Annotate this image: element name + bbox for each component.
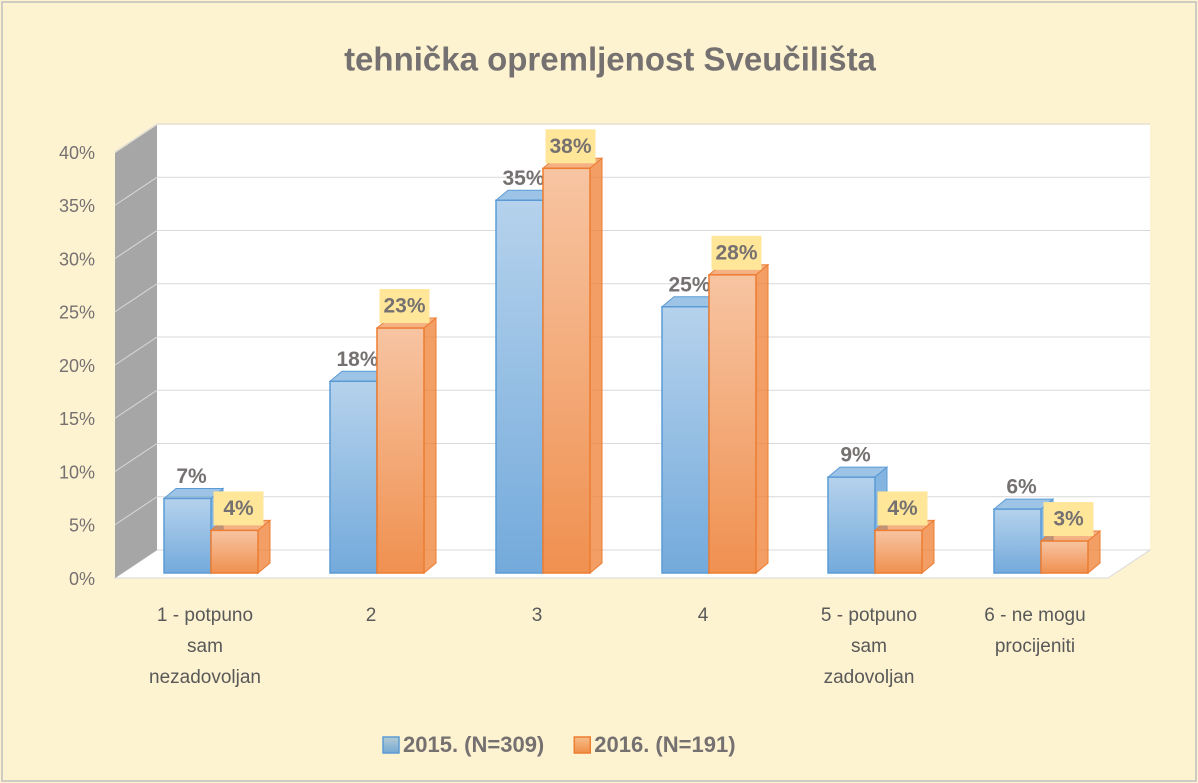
y-tick-label: 20% bbox=[59, 356, 95, 376]
legend-label: 2015. (N=309) bbox=[403, 732, 544, 757]
bar bbox=[163, 497, 212, 574]
side-grid-line bbox=[114, 176, 158, 206]
side-grid-line bbox=[114, 123, 158, 153]
side-grid-line bbox=[114, 230, 158, 259]
bar-side bbox=[423, 316, 437, 575]
x-tick-label: 4 bbox=[697, 605, 709, 626]
side-grid-line bbox=[114, 336, 158, 366]
value-label-box bbox=[379, 289, 430, 324]
side-grid-line bbox=[114, 443, 158, 472]
y-tick-label: 35% bbox=[59, 196, 95, 216]
value-label: 35% bbox=[502, 167, 544, 190]
bar bbox=[329, 380, 378, 574]
bar-top bbox=[992, 498, 1055, 510]
bar bbox=[376, 327, 425, 574]
value-label: 6% bbox=[1006, 476, 1037, 499]
y-tick-label: 25% bbox=[59, 303, 95, 323]
value-label-box bbox=[711, 235, 762, 270]
y-tick-label: 30% bbox=[59, 249, 95, 269]
value-label: 28% bbox=[715, 241, 757, 264]
bar-top bbox=[826, 466, 889, 478]
value-label: 9% bbox=[840, 444, 871, 467]
bar bbox=[495, 199, 544, 574]
side-grid-line bbox=[114, 389, 158, 419]
value-label: 7% bbox=[176, 465, 207, 488]
value-label-box bbox=[545, 129, 596, 164]
chart-title: tehnička opremljenost Sveučilišta bbox=[344, 41, 876, 78]
y-tick-label: 0% bbox=[69, 569, 95, 589]
bar bbox=[708, 274, 757, 574]
value-label: 18% bbox=[336, 348, 378, 371]
value-label: 25% bbox=[668, 273, 710, 296]
x-tick-label: 2 bbox=[365, 605, 377, 626]
bar bbox=[542, 167, 591, 574]
x-tick-label: 5 - potpuno sam zadovoljan bbox=[820, 605, 918, 688]
x-tick-label: 1 - potpuno sam nezadovoljan bbox=[149, 605, 261, 688]
x-tick-label: 6 - ne mogu procijeniti bbox=[984, 605, 1086, 657]
y-tick-label: 10% bbox=[59, 462, 95, 482]
y-tick-label: 15% bbox=[59, 409, 95, 429]
bar bbox=[874, 529, 923, 574]
bar bbox=[661, 306, 710, 574]
bar-side bbox=[589, 157, 603, 575]
value-label: 4% bbox=[887, 497, 918, 520]
legend-swatch bbox=[382, 736, 400, 754]
value-label-box bbox=[1043, 502, 1094, 537]
bar bbox=[210, 529, 259, 574]
bar-side bbox=[755, 263, 769, 575]
bar-top bbox=[162, 487, 225, 499]
bar bbox=[1040, 540, 1089, 574]
legend-swatch bbox=[573, 736, 592, 754]
legend-label: 2016. (N=191) bbox=[594, 732, 735, 757]
value-label: 38% bbox=[549, 135, 591, 158]
value-label: 23% bbox=[383, 295, 425, 318]
value-label-box bbox=[213, 491, 264, 526]
side-grid-line bbox=[114, 283, 158, 313]
y-tick-label: 40% bbox=[59, 143, 95, 163]
side-grid-line bbox=[114, 496, 158, 526]
value-label: 3% bbox=[1053, 508, 1084, 531]
y-tick-label: 5% bbox=[69, 516, 95, 536]
value-label: 4% bbox=[223, 497, 254, 520]
x-tick-label: 3 bbox=[531, 605, 543, 626]
bar bbox=[827, 476, 876, 574]
value-label-box bbox=[877, 491, 928, 526]
bar bbox=[993, 508, 1042, 574]
